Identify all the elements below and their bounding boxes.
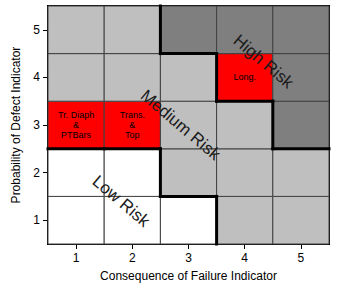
svg-text:Long.: Long.	[233, 72, 256, 82]
svg-text:Top: Top	[125, 130, 140, 140]
svg-text:Consequence of Failure Indicat: Consequence of Failure Indicator	[100, 269, 277, 283]
svg-text:Tr. Diaph: Tr. Diaph	[58, 110, 94, 120]
svg-text:&: &	[129, 120, 135, 130]
svg-text:High Risk: High Risk	[230, 31, 298, 93]
svg-text:5: 5	[298, 251, 305, 265]
svg-text:4: 4	[241, 251, 248, 265]
svg-text:Probability of Defect Indicato: Probability of Defect Indicator	[9, 47, 23, 204]
svg-text:2: 2	[129, 251, 136, 265]
svg-text:5: 5	[33, 23, 40, 37]
svg-text:Medium Risk: Medium Risk	[137, 86, 225, 164]
svg-text:Low Risk: Low Risk	[89, 172, 154, 231]
svg-text:3: 3	[33, 118, 40, 132]
svg-text:2: 2	[33, 166, 40, 180]
svg-text:4: 4	[33, 70, 40, 84]
svg-text:PTBars: PTBars	[61, 130, 92, 140]
svg-text:3: 3	[185, 251, 192, 265]
svg-text:Trans.: Trans.	[120, 110, 145, 120]
svg-text:1: 1	[73, 251, 80, 265]
svg-text:&: &	[73, 120, 79, 130]
svg-text:1: 1	[33, 213, 40, 227]
